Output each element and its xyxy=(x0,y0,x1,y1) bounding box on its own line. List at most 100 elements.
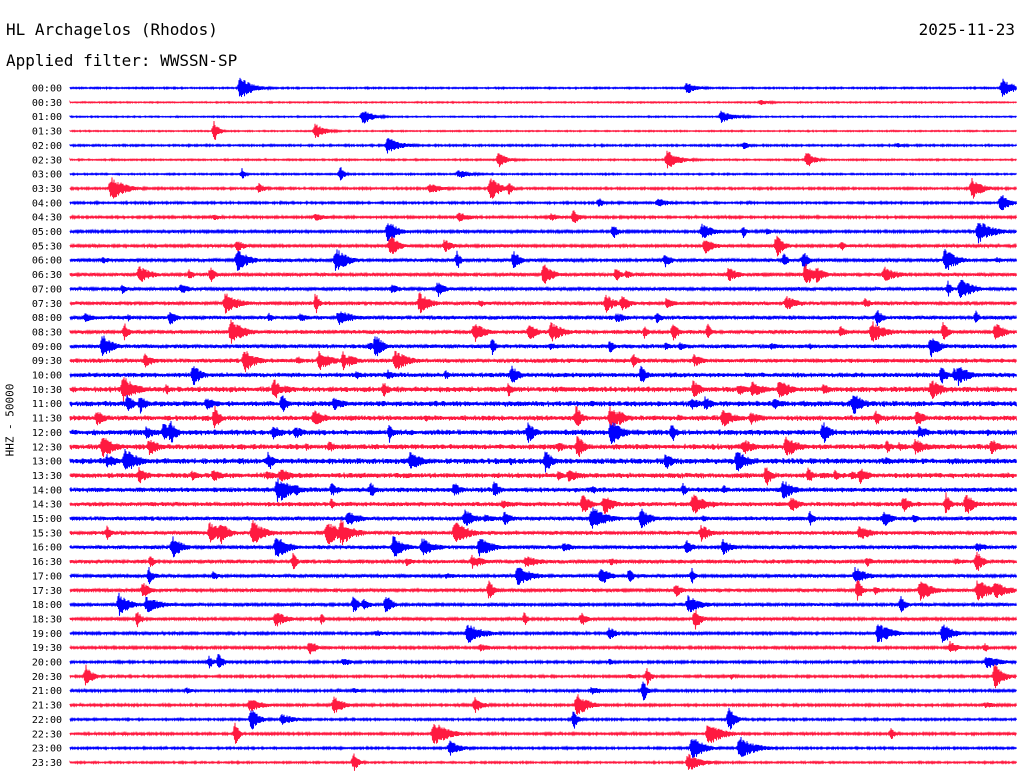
trace-line xyxy=(69,707,1017,730)
trace-line xyxy=(69,736,1017,758)
tick-label: 02:00 xyxy=(32,141,62,152)
tick-label: 21:30 xyxy=(32,701,62,712)
trace-line xyxy=(69,279,1017,298)
trace-line xyxy=(69,592,1017,616)
tick-label: 12:00 xyxy=(32,428,62,439)
tick-label: 01:00 xyxy=(32,112,62,123)
tick-label: 04:30 xyxy=(32,213,62,224)
tick-label: 00:00 xyxy=(32,84,62,95)
trace-line xyxy=(69,610,1017,630)
tick-label: 01:30 xyxy=(32,127,62,138)
trace-line xyxy=(69,210,1017,224)
trace-line xyxy=(69,654,1017,669)
trace-line xyxy=(69,640,1017,655)
trace-line xyxy=(69,681,1017,701)
trace-line xyxy=(69,177,1017,199)
trace-line xyxy=(69,167,1017,181)
date-label: 2025-11-23 xyxy=(918,20,1015,39)
tick-label: 05:00 xyxy=(32,227,62,238)
tick-label: 09:00 xyxy=(32,342,62,353)
trace-line xyxy=(69,350,1017,373)
tick-label: 22:00 xyxy=(32,715,62,726)
tick-label: 08:00 xyxy=(32,313,62,324)
trace-line xyxy=(69,335,1017,358)
tick-label: 13:30 xyxy=(32,471,62,482)
trace-line xyxy=(69,507,1017,529)
trace-line xyxy=(69,249,1017,271)
trace-line xyxy=(69,467,1017,486)
tick-label: 19:30 xyxy=(32,643,62,654)
trace-line xyxy=(69,319,1017,344)
tick-label: 13:00 xyxy=(32,457,62,468)
trace-line xyxy=(69,436,1017,458)
tick-label: 12:30 xyxy=(32,442,62,453)
trace-line xyxy=(69,722,1017,744)
tick-label: 15:00 xyxy=(32,514,62,525)
trace-line xyxy=(69,394,1017,414)
filter-label: Applied filter: WWSSN-SP xyxy=(6,51,237,70)
tick-label: 10:00 xyxy=(32,371,62,382)
tick-label: 23:30 xyxy=(32,758,62,769)
trace-line xyxy=(69,99,1017,106)
trace-line xyxy=(69,566,1017,585)
trace-line xyxy=(69,536,1017,558)
tick-label: 21:00 xyxy=(32,686,62,697)
tick-label: 07:00 xyxy=(32,284,62,295)
tick-label: 04:00 xyxy=(32,198,62,209)
tick-label: 15:30 xyxy=(32,528,62,539)
filter-name: WWSSN-SP xyxy=(160,51,238,70)
trace-line xyxy=(69,753,1017,771)
tick-label: 10:30 xyxy=(32,385,62,396)
tick-label: 17:30 xyxy=(32,586,62,597)
trace-line xyxy=(69,551,1017,571)
trace-line xyxy=(69,478,1017,502)
tick-label: 03:30 xyxy=(32,184,62,195)
trace-line xyxy=(69,263,1017,284)
tick-label: 05:30 xyxy=(32,241,62,252)
tick-label: 22:30 xyxy=(32,729,62,740)
trace-line xyxy=(69,448,1017,473)
tick-label: 14:30 xyxy=(32,500,62,511)
tick-label: 03:00 xyxy=(32,170,62,181)
tick-label: 20:00 xyxy=(32,658,62,669)
trace-line xyxy=(69,624,1017,643)
trace-line xyxy=(69,365,1017,386)
trace-line xyxy=(69,110,1017,124)
trace-line xyxy=(69,420,1017,445)
tick-label: 17:00 xyxy=(32,571,62,582)
tick-label: 06:00 xyxy=(32,256,62,267)
trace-line xyxy=(69,120,1017,140)
trace-line xyxy=(69,292,1017,314)
trace-line xyxy=(69,222,1017,244)
tick-label: 18:00 xyxy=(32,600,62,611)
tick-label: 23:00 xyxy=(32,744,62,755)
tick-label: 16:30 xyxy=(32,557,62,568)
tick-label: 07:30 xyxy=(32,299,62,310)
trace-line xyxy=(69,492,1017,514)
trace-line xyxy=(69,519,1017,546)
trace-line xyxy=(69,137,1017,154)
trace-line xyxy=(69,77,1017,98)
tick-label: 11:00 xyxy=(32,399,62,410)
trace-line xyxy=(69,150,1017,169)
tick-label: 16:00 xyxy=(32,543,62,554)
tick-label: 19:00 xyxy=(32,629,62,640)
tick-label: 20:30 xyxy=(32,672,62,683)
station-title: HL Archagelos (Rhodos) xyxy=(6,20,218,39)
tick-label: 00:30 xyxy=(32,98,62,109)
trace-line xyxy=(69,310,1017,326)
trace-line xyxy=(69,664,1017,689)
tick-label: 09:30 xyxy=(32,356,62,367)
tick-label: 06:30 xyxy=(32,270,62,281)
trace-line xyxy=(69,694,1017,715)
trace-line xyxy=(69,405,1017,430)
tick-label: 02:30 xyxy=(32,155,62,166)
trace-line xyxy=(69,195,1017,211)
filter-prefix: Applied filter: xyxy=(6,51,151,70)
tick-label: 11:30 xyxy=(32,414,62,425)
tick-label: 18:30 xyxy=(32,614,62,625)
trace-line xyxy=(69,579,1017,601)
trace-line xyxy=(69,377,1017,403)
tick-label: 08:30 xyxy=(32,327,62,338)
